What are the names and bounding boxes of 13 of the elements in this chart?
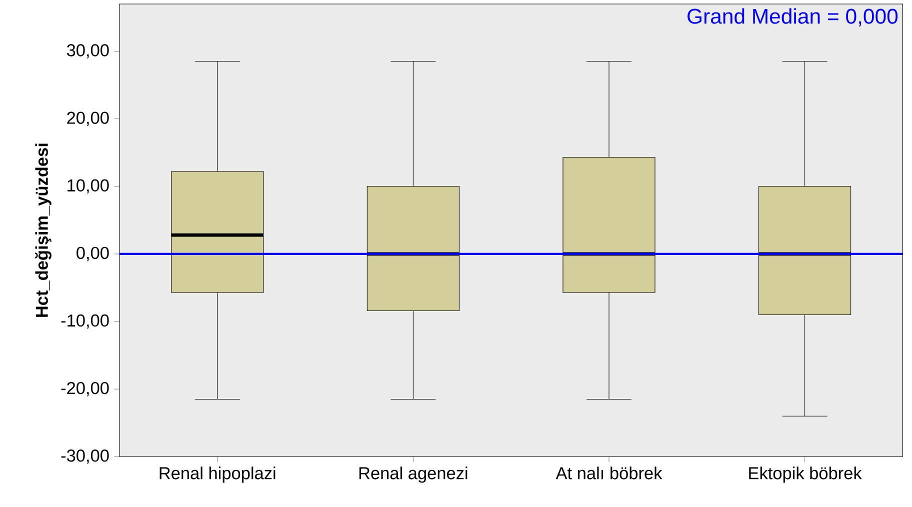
x-tick-label: Renal agenezi xyxy=(359,466,468,483)
y-tick-label: 20,00 xyxy=(67,112,109,126)
y-tick-label: -20,00 xyxy=(61,382,109,396)
x-tick-label: Ektopik böbrek xyxy=(749,466,862,483)
y-tick-label: -10,00 xyxy=(61,314,109,329)
y-tick-label: -30,00 xyxy=(61,449,109,464)
x-tick-label: Renal hipoplazi xyxy=(160,466,276,483)
y-tick-label: 10,00 xyxy=(68,179,109,194)
ref-line-label: Grand Median = 0,000 xyxy=(688,8,898,26)
x-tick-label: At nalı böbrek xyxy=(556,466,662,480)
y-axis-title: Hct_değişim_yüzdesi xyxy=(35,144,52,317)
y-tick-label: 0,00 xyxy=(76,246,109,262)
y-tick-label: 30,00 xyxy=(66,44,109,58)
